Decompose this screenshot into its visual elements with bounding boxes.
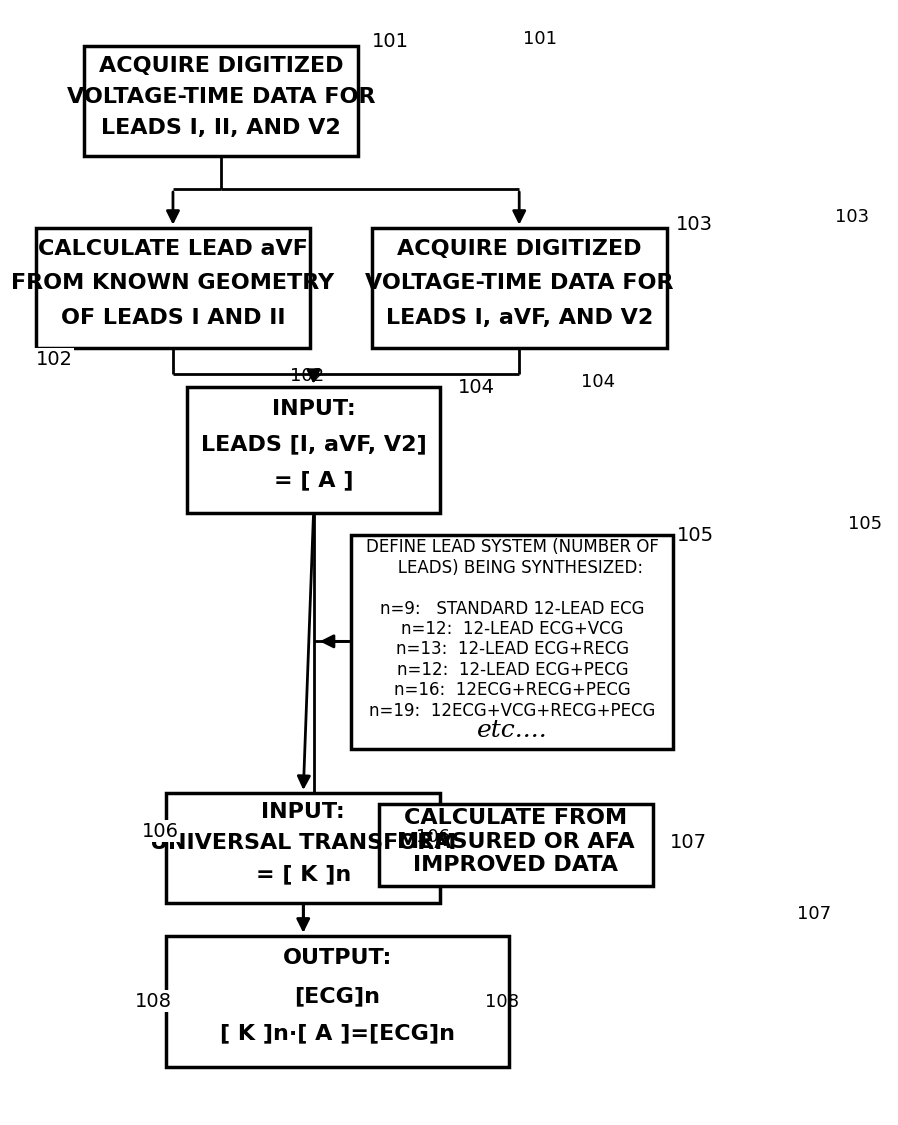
Text: OF LEADS I AND II: OF LEADS I AND II — [61, 307, 285, 327]
Text: UNIVERSAL TRANSFORM: UNIVERSAL TRANSFORM — [150, 834, 456, 853]
Text: 102: 102 — [36, 350, 73, 369]
Text: CALCULATE LEAD aVF: CALCULATE LEAD aVF — [38, 238, 308, 259]
Text: 103: 103 — [834, 208, 868, 226]
Text: DEFINE LEAD SYSTEM (NUMBER OF: DEFINE LEAD SYSTEM (NUMBER OF — [365, 538, 658, 556]
Bar — [84, 47, 357, 156]
Text: 105: 105 — [848, 515, 882, 533]
Text: VOLTAGE-TIME DATA FOR: VOLTAGE-TIME DATA FOR — [365, 273, 673, 292]
Bar — [378, 804, 653, 887]
Text: 107: 107 — [670, 832, 707, 852]
Text: MEASURED OR AFA: MEASURED OR AFA — [397, 831, 634, 852]
Text: 101: 101 — [523, 30, 556, 48]
Bar — [351, 536, 673, 749]
Text: FROM KNOWN GEOMETRY: FROM KNOWN GEOMETRY — [12, 273, 334, 292]
Text: n=13:  12-LEAD ECG+RECG: n=13: 12-LEAD ECG+RECG — [395, 640, 629, 658]
Text: IMPROVED DATA: IMPROVED DATA — [413, 855, 618, 875]
Bar — [166, 936, 508, 1068]
Text: 108: 108 — [485, 992, 518, 1010]
Text: n=19:  12ECG+VCG+RECG+PECG: n=19: 12ECG+VCG+RECG+PECG — [369, 701, 655, 719]
Text: INPUT:: INPUT: — [261, 802, 345, 821]
Text: 101: 101 — [372, 32, 409, 51]
Text: LEADS [I, aVF, V2]: LEADS [I, aVF, V2] — [200, 434, 426, 454]
Text: n=9:   STANDARD 12-LEAD ECG: n=9: STANDARD 12-LEAD ECG — [380, 600, 644, 618]
Text: 106: 106 — [142, 822, 179, 840]
Text: ACQUIRE DIGITIZED: ACQUIRE DIGITIZED — [397, 238, 641, 259]
Text: LEADS I, aVF, AND V2: LEADS I, aVF, AND V2 — [385, 307, 652, 327]
Text: 105: 105 — [676, 525, 714, 544]
Bar — [36, 228, 310, 349]
Text: = [ K ]n: = [ K ]n — [255, 864, 350, 884]
Text: INPUT:: INPUT: — [271, 398, 355, 418]
Text: n=16:  12ECG+RECG+PECG: n=16: 12ECG+RECG+PECG — [393, 681, 630, 699]
Text: etc....: etc.... — [477, 719, 547, 742]
Bar — [166, 793, 440, 902]
Text: 104: 104 — [457, 378, 494, 396]
Text: OUTPUT:: OUTPUT: — [283, 948, 392, 969]
Text: LEADS I, II, AND V2: LEADS I, II, AND V2 — [101, 118, 340, 138]
Text: 102: 102 — [289, 367, 323, 385]
Text: 106: 106 — [416, 828, 450, 846]
Text: 107: 107 — [797, 904, 831, 922]
Text: n=12:  12-LEAD ECG+PECG: n=12: 12-LEAD ECG+PECG — [396, 660, 628, 678]
Text: ACQUIRE DIGITIZED: ACQUIRE DIGITIZED — [99, 55, 343, 75]
Text: CALCULATE FROM: CALCULATE FROM — [404, 808, 627, 828]
Bar — [187, 387, 440, 513]
Text: 108: 108 — [136, 992, 172, 1011]
Bar — [372, 228, 666, 349]
Text: [ K ]n·[ A ]=[ECG]n: [ K ]n·[ A ]=[ECG]n — [220, 1024, 454, 1043]
Text: 104: 104 — [580, 372, 614, 390]
Text: [ECG]n: [ECG]n — [295, 986, 380, 1006]
Text: = [ A ]: = [ A ] — [274, 470, 353, 490]
Text: n=12:  12-LEAD ECG+VCG: n=12: 12-LEAD ECG+VCG — [401, 620, 623, 638]
Text: LEADS) BEING SYNTHESIZED:: LEADS) BEING SYNTHESIZED: — [382, 559, 642, 577]
Text: VOLTAGE-TIME DATA FOR: VOLTAGE-TIME DATA FOR — [66, 87, 375, 107]
Text: 103: 103 — [675, 215, 712, 234]
